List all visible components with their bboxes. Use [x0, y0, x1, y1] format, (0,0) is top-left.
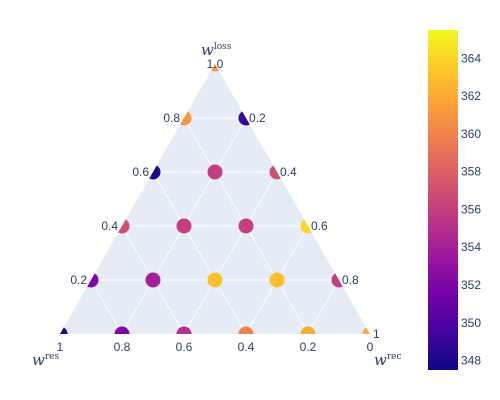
colorbar: 348 350 352 354 356 358 360 362 364: [428, 30, 481, 370]
axis-title-res-sup: res: [45, 352, 60, 362]
colorbar-tick-label: 364: [461, 51, 481, 65]
axis-title-res: wres: [32, 351, 59, 369]
tick-label-res: 1: [57, 340, 64, 354]
data-point[interactable]: [207, 164, 223, 180]
grid-line-res: [152, 171, 247, 335]
grid-line-rec: [307, 279, 340, 335]
axis-title-loss: wloss: [201, 41, 232, 59]
axis-title-loss-sup: loss: [214, 42, 232, 52]
data-point[interactable]: [362, 326, 378, 342]
colorbar-tick-label: 358: [461, 165, 481, 179]
data-point[interactable]: [176, 326, 192, 342]
axis-ticks: 0.2 0.4 0.6 0.8 1.0 0 0.2 0.4 0.6 0.8 1 0.2 0.4 0.6 0.…: [57, 57, 380, 354]
axis-title-loss-main: w: [201, 41, 214, 59]
colorbar-gradient: [428, 30, 458, 370]
data-point[interactable]: [238, 326, 254, 342]
tick-label-loss: 0.2: [70, 273, 87, 287]
colorbar-tick-label: 352: [461, 278, 481, 292]
grid-line-rec: [183, 171, 278, 335]
tick-label-loss: 0.8: [163, 111, 180, 125]
axis-title-rec-sup: rec: [387, 352, 402, 362]
colorbar-tick-label: 360: [461, 127, 481, 141]
data-point[interactable]: [269, 272, 285, 288]
data-point[interactable]: [145, 272, 161, 288]
data-point[interactable]: [53, 326, 68, 342]
data-point[interactable]: [114, 326, 130, 342]
tick-label-res: 0.6: [176, 340, 193, 354]
tick-label-res: 0.2: [300, 340, 317, 354]
grid-line-res: [90, 279, 123, 335]
tick-label-res: 0: [367, 340, 374, 354]
axis-title-res-main: w: [32, 351, 45, 369]
tick-label-rec: 0.8: [342, 273, 359, 287]
data-point[interactable]: [238, 218, 254, 234]
tick-label-rec: 0.6: [311, 219, 328, 233]
plot-area: [60, 64, 370, 334]
tick-label-rec: 0.4: [280, 165, 297, 179]
data-point[interactable]: [300, 326, 316, 342]
tick-label-rec: 1: [373, 327, 380, 341]
colorbar-tick-label: 354: [461, 240, 481, 254]
data-point[interactable]: [176, 218, 192, 234]
colorbar-tick-label: 362: [461, 89, 481, 103]
colorbar-tick-label: 356: [461, 202, 481, 216]
tick-label-res: 0.8: [114, 340, 131, 354]
axis-title-rec: wrec: [374, 351, 402, 369]
tick-label-res: 0.4: [238, 340, 255, 354]
axis-title-rec-main: w: [374, 351, 387, 369]
colorbar-tick-label: 348: [461, 354, 481, 368]
tick-label-loss: 0.6: [132, 165, 149, 179]
tick-label-loss: 1.0: [207, 57, 224, 71]
tick-label-rec: 0.2: [249, 111, 266, 125]
colorbar-tick-label: 350: [461, 316, 481, 330]
tick-label-loss: 0.4: [101, 219, 118, 233]
data-point[interactable]: [207, 272, 223, 288]
